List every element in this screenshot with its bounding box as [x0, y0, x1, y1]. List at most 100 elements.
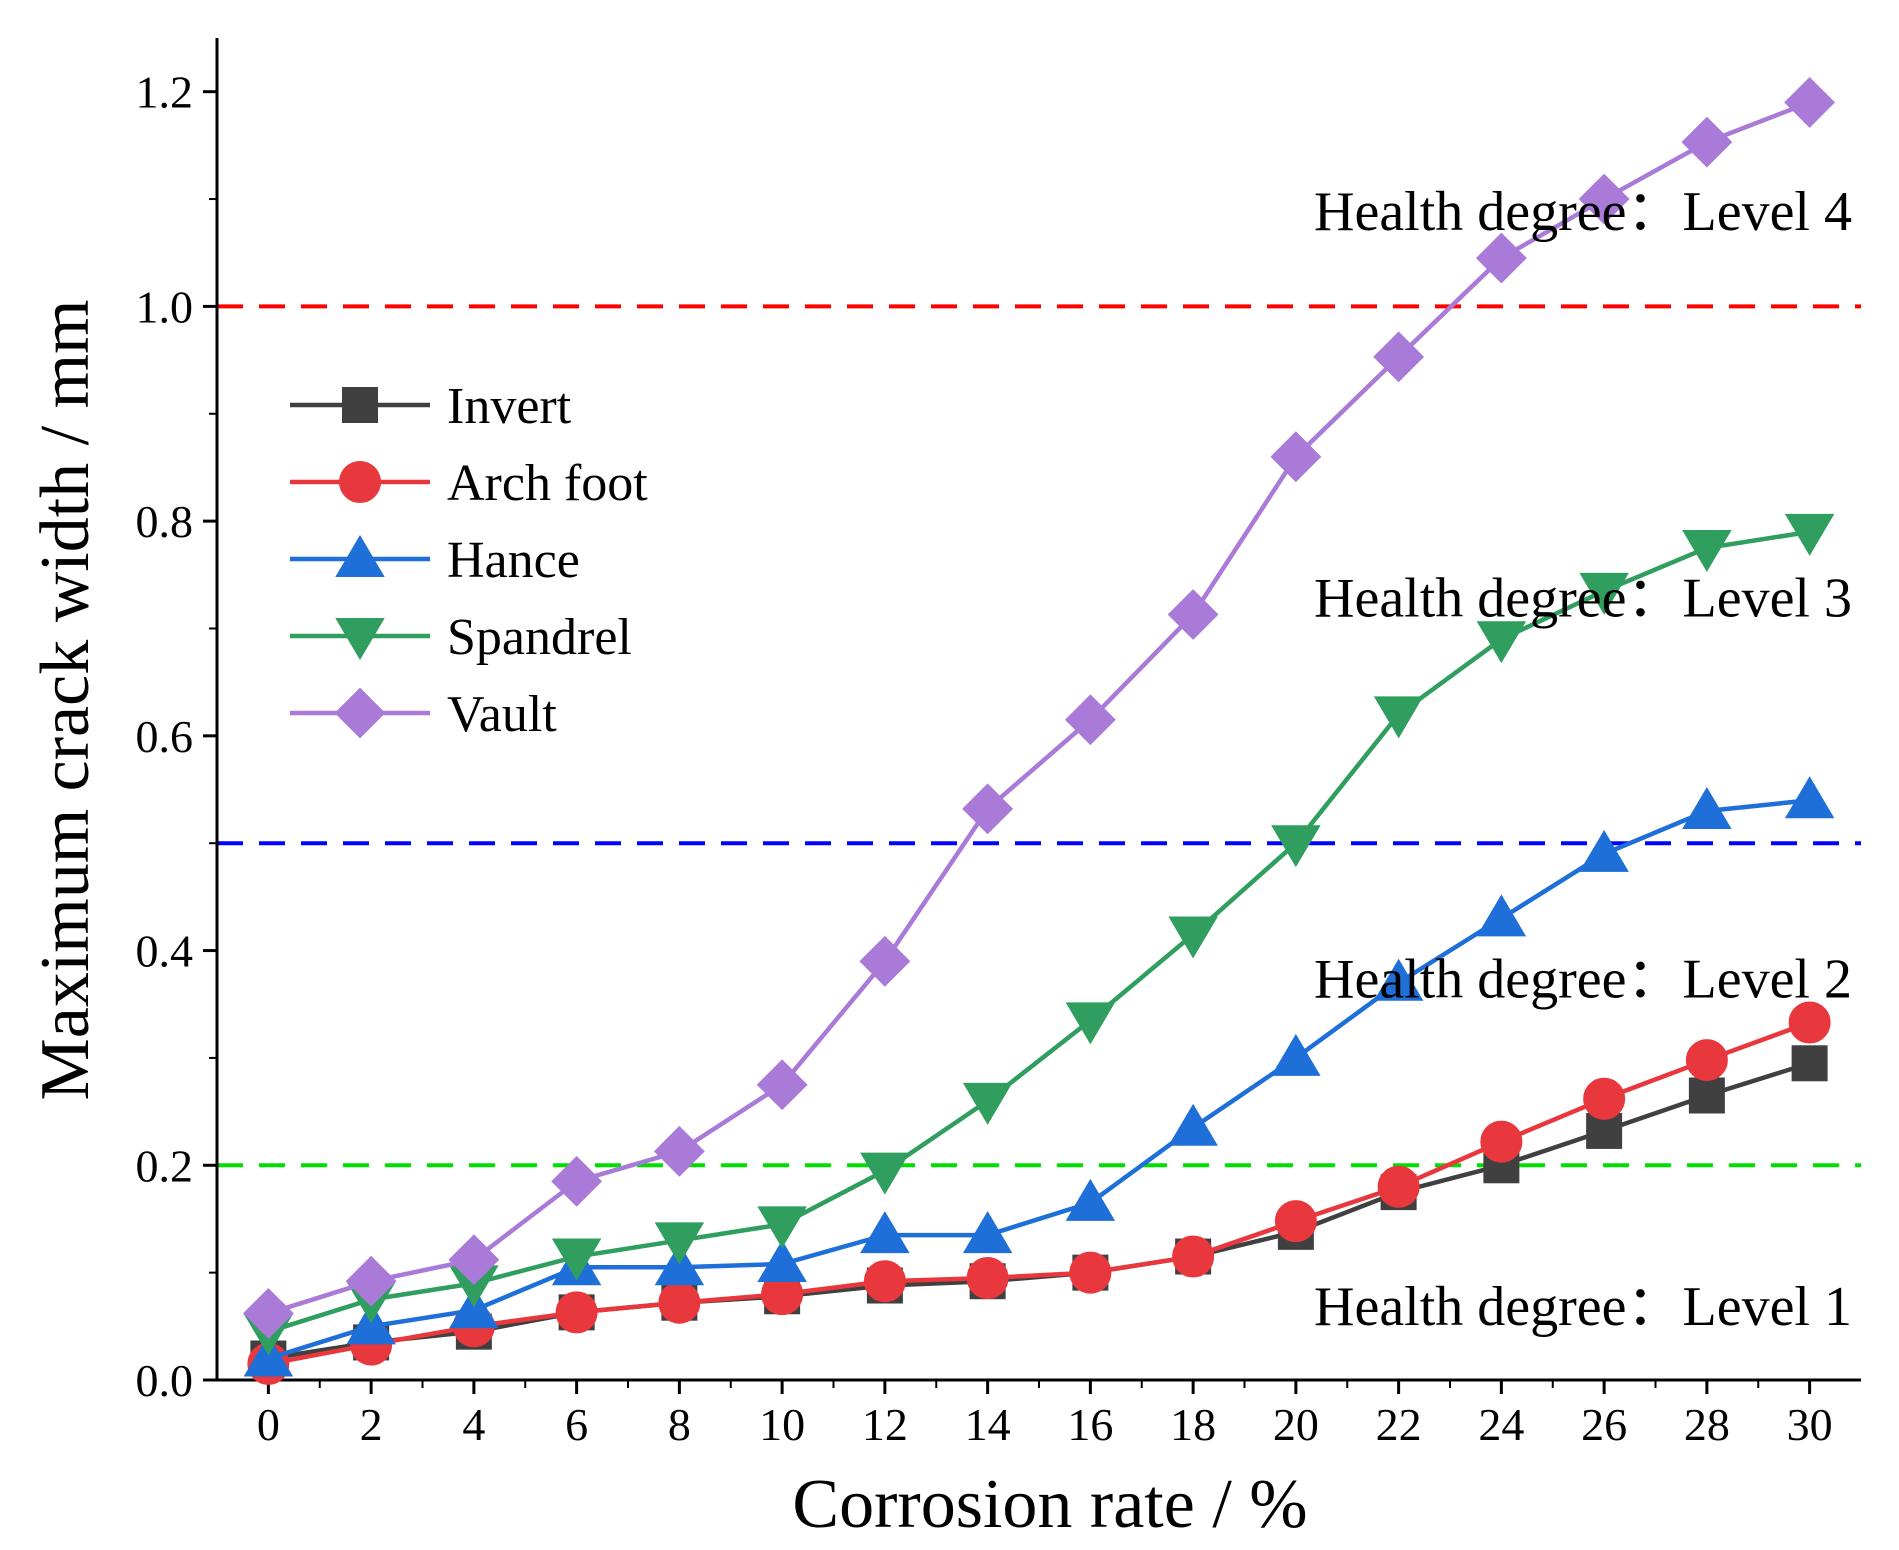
data-point-hance-9: [1168, 1103, 1218, 1146]
legend-label-hance: Hance: [447, 532, 580, 589]
x-tick-label-2: 4: [462, 1399, 485, 1450]
y-tick-label-4: 0.8: [136, 496, 194, 547]
data-point-arch-foot-13: [1583, 1077, 1626, 1120]
data-point-spandrel-9: [1168, 916, 1218, 959]
series-group: [242, 77, 1836, 1385]
series-spandrel: [243, 513, 1835, 1356]
x-tick-label-10: 20: [1273, 1399, 1319, 1450]
x-tick-label-9: 18: [1170, 1399, 1216, 1450]
data-point-vault-8: [1064, 694, 1116, 746]
x-tick-label-15: 30: [1787, 1399, 1833, 1450]
data-point-invert-14: [1688, 1077, 1725, 1114]
data-point-vault-13: [1578, 173, 1630, 225]
x-tick-label-5: 10: [759, 1399, 805, 1450]
data-point-vault-15: [1784, 77, 1836, 128]
data-point-spandrel-8: [1065, 1002, 1116, 1045]
data-point-hance-15: [1784, 776, 1835, 819]
threshold-lines: [217, 304, 1861, 1168]
data-point-arch-foot-4: [658, 1281, 701, 1324]
data-point-spandrel-3: [551, 1238, 602, 1281]
legend-item-hance: Hance: [290, 532, 580, 589]
data-point-vault-5: [756, 1059, 808, 1111]
data-point-vault-2: [448, 1234, 500, 1286]
legend-marker-arch-foot: [339, 461, 381, 503]
data-point-spandrel-6: [860, 1152, 910, 1195]
data-point-vault-10: [1270, 431, 1322, 483]
x-tick-label-8: 16: [1067, 1399, 1113, 1450]
data-point-hance-7: [962, 1211, 1013, 1254]
data-point-arch-foot-12: [1480, 1120, 1523, 1163]
x-tick-label-1: 2: [360, 1399, 383, 1450]
annotation-level-1: Health degree：Level 1: [1314, 1276, 1852, 1338]
data-point-spandrel-5: [757, 1206, 807, 1249]
data-point-hance-14: [1682, 787, 1732, 829]
y-tick-label-0: 0.0: [136, 1355, 194, 1406]
data-point-hance-4: [654, 1243, 705, 1286]
x-tick-label-6: 12: [862, 1399, 908, 1450]
series-line-spandrel: [267, 529, 1810, 1334]
data-point-arch-foot-3: [555, 1291, 598, 1334]
data-point-hance-12: [1476, 894, 1527, 937]
data-point-arch-foot-15: [1788, 1001, 1831, 1044]
y-tick-label-5: 1.0: [136, 281, 194, 332]
data-point-spandrel-14: [1682, 529, 1732, 572]
x-tick-label-13: 26: [1581, 1399, 1627, 1450]
x-tick-label-0: 0: [257, 1399, 280, 1450]
data-point-arch-foot-11: [1377, 1165, 1420, 1208]
data-point-spandrel-4: [654, 1222, 705, 1265]
y-axis-title: Maximum crack width / mm: [27, 300, 104, 1101]
data-point-arch-foot-14: [1685, 1039, 1728, 1082]
annotation-level-2: Health degree：Level 2: [1314, 948, 1852, 1010]
y-tick-label-3: 0.6: [136, 711, 194, 762]
data-point-hance-2: [449, 1286, 499, 1329]
data-point-hance-13: [1579, 829, 1629, 872]
legend-label-arch-foot: Arch foot: [447, 455, 648, 512]
legend-label-spandrel: Spandrel: [447, 609, 632, 666]
x-axis-title: Corrosion rate / %: [792, 1466, 1307, 1543]
legend-marker-spandrel: [335, 618, 385, 660]
data-point-arch-foot-9: [1172, 1235, 1215, 1278]
y-tick-label-6: 1.2: [136, 67, 194, 118]
annotations: Health degree：Level 4 Health degree：Level…: [1314, 181, 1852, 1338]
data-point-arch-foot-8: [1069, 1251, 1112, 1294]
data-point-hance-8: [1065, 1178, 1116, 1221]
annotation-level-4: Health degree：Level 4: [1314, 181, 1852, 243]
legend-marker-vault: [334, 687, 386, 739]
data-point-spandrel-13: [1579, 572, 1629, 615]
data-point-hance-6: [860, 1211, 910, 1254]
x-tick-label-11: 22: [1376, 1399, 1422, 1450]
data-point-hance-10: [1271, 1033, 1321, 1076]
data-point-spandrel-11: [1373, 696, 1424, 739]
x-tick-label-4: 8: [668, 1399, 691, 1450]
x-tick-label-3: 6: [565, 1399, 588, 1450]
data-point-vault-11: [1373, 331, 1425, 383]
legend-item-vault: Vault: [290, 686, 557, 743]
data-point-arch-foot-7: [966, 1257, 1009, 1300]
data-point-vault-7: [962, 783, 1014, 835]
legend-item-arch-foot: Arch foot: [290, 455, 648, 512]
data-point-vault-1: [345, 1255, 397, 1307]
data-point-hance-11: [1373, 958, 1424, 1001]
data-point-vault-6: [859, 935, 911, 987]
data-point-hance-0: [243, 1334, 294, 1377]
legend: Invert Arch foot Hance Spandrel Vault: [290, 378, 648, 743]
legend-label-vault: Vault: [447, 686, 557, 743]
legend-item-spandrel: Spandrel: [290, 609, 632, 666]
data-point-spandrel-7: [962, 1082, 1013, 1125]
data-point-arch-foot-10: [1274, 1200, 1317, 1243]
data-point-hance-1: [346, 1302, 396, 1345]
data-point-vault-3: [551, 1155, 603, 1207]
x-tick-label-7: 14: [965, 1399, 1011, 1450]
y-tick-label-1: 0.2: [136, 1140, 194, 1191]
legend-label-invert: Invert: [447, 378, 572, 435]
data-point-vault-14: [1681, 116, 1733, 168]
series-line-hance: [267, 798, 1810, 1361]
axes: 0 2 4 6 8 10 12 14 16 18 20 22 24 26 28 300.00.20.40.60…: [136, 38, 1861, 1450]
data-point-hance-5: [757, 1240, 807, 1283]
x-tick-label-12: 24: [1478, 1399, 1524, 1450]
data-point-vault-12: [1475, 232, 1527, 284]
series-line-vault: [267, 100, 1811, 1316]
y-tick-label-2: 0.4: [136, 926, 194, 977]
